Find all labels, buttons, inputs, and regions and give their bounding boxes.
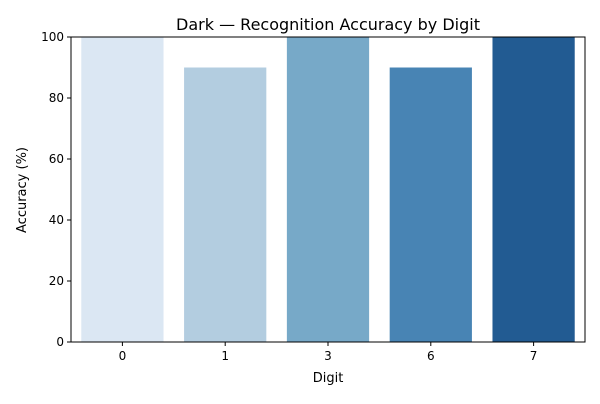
x-tick-label: 3 — [324, 349, 332, 363]
bar-0 — [81, 37, 164, 342]
y-tick-label: 80 — [49, 91, 64, 105]
x-tick-label: 1 — [221, 349, 229, 363]
plot-area: 0 20 40 60 80 100 0 1 3 6 7 — [41, 30, 586, 363]
x-tick-label: 6 — [427, 349, 435, 363]
y-tick-label: 20 — [49, 274, 64, 288]
y-tick-label: 40 — [49, 213, 64, 227]
x-axis-label: Digit — [313, 371, 344, 386]
y-tick-label: 60 — [49, 152, 64, 166]
x-tick-label: 7 — [530, 349, 538, 363]
bar-6 — [389, 67, 472, 342]
y-tick-label: 0 — [56, 335, 64, 349]
y-tick-label: 100 — [41, 30, 64, 44]
bar-7 — [492, 37, 575, 342]
chart-title: Dark — Recognition Accuracy by Digit — [176, 15, 480, 34]
y-axis-label: Accuracy (%) — [15, 147, 30, 233]
bar-1 — [184, 67, 267, 342]
bar-3 — [286, 37, 370, 342]
x-tick-label: 0 — [119, 349, 127, 363]
